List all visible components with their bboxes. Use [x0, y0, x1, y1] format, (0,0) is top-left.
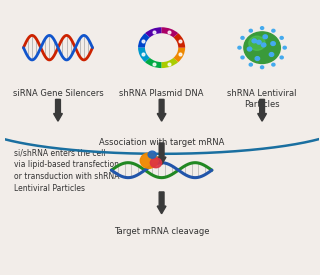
Circle shape: [244, 32, 280, 64]
Circle shape: [249, 36, 265, 50]
Circle shape: [252, 39, 256, 43]
Circle shape: [140, 153, 158, 168]
Circle shape: [280, 56, 283, 59]
Wedge shape: [145, 58, 162, 68]
Circle shape: [272, 29, 275, 32]
Circle shape: [272, 63, 275, 66]
Text: Target mRNA cleavage: Target mRNA cleavage: [114, 227, 209, 236]
Wedge shape: [138, 48, 150, 62]
FancyArrow shape: [157, 99, 166, 121]
Circle shape: [148, 151, 156, 158]
Circle shape: [150, 158, 162, 168]
Wedge shape: [162, 58, 178, 68]
FancyArrow shape: [53, 99, 62, 121]
Circle shape: [260, 27, 264, 29]
FancyArrow shape: [157, 143, 166, 165]
Circle shape: [269, 53, 274, 56]
Text: siRNA Gene Silencers: siRNA Gene Silencers: [12, 89, 103, 98]
Circle shape: [280, 37, 283, 39]
FancyArrow shape: [258, 99, 267, 121]
Wedge shape: [145, 27, 162, 37]
Circle shape: [249, 63, 252, 66]
Text: shRNA Lentiviral
Particles: shRNA Lentiviral Particles: [227, 89, 297, 109]
Text: shRNA Plasmid DNA: shRNA Plasmid DNA: [119, 89, 204, 98]
Circle shape: [263, 35, 268, 39]
Circle shape: [261, 43, 266, 47]
Circle shape: [247, 47, 252, 51]
Circle shape: [241, 37, 244, 39]
Circle shape: [238, 46, 241, 49]
Circle shape: [260, 66, 264, 69]
FancyArrow shape: [157, 192, 166, 214]
Wedge shape: [138, 33, 150, 48]
Circle shape: [255, 57, 260, 60]
Circle shape: [249, 29, 252, 32]
Circle shape: [271, 42, 275, 45]
Wedge shape: [173, 48, 185, 62]
Circle shape: [257, 40, 261, 44]
Text: Association with target mRNA: Association with target mRNA: [99, 138, 224, 147]
Wedge shape: [162, 27, 178, 37]
Circle shape: [241, 56, 244, 59]
Wedge shape: [173, 33, 185, 48]
Circle shape: [283, 46, 286, 49]
Text: si/shRNA enters the cell
via lipid-based transfection
or transduction with shRNA: si/shRNA enters the cell via lipid-based…: [14, 148, 120, 193]
